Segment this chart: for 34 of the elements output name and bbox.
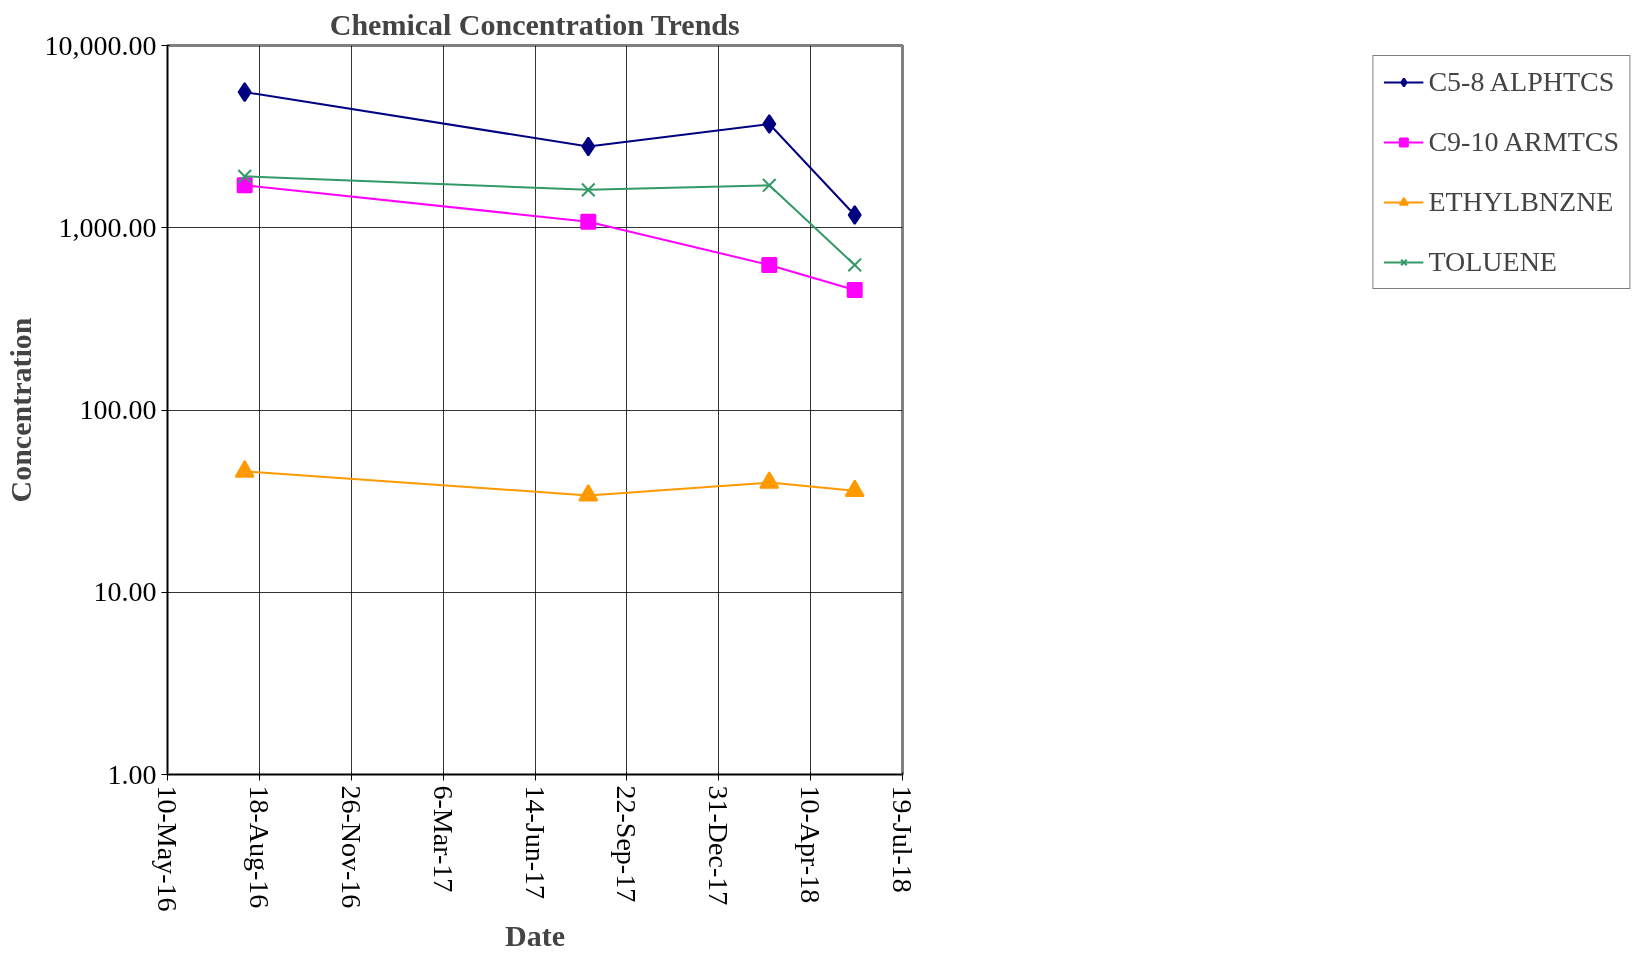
x-tick-label: 22-Sep-17 — [611, 785, 643, 903]
legend-label: C9-10 ARMTCS — [1428, 126, 1619, 158]
x-axis-title: Date — [505, 919, 565, 953]
y-tick-label: 10.00 — [93, 576, 157, 608]
point — [578, 484, 599, 502]
chart-title: Chemical Concentration Trends — [329, 7, 740, 41]
x-tick-label: 26-Nov-16 — [335, 785, 367, 909]
point — [759, 471, 780, 489]
point — [844, 479, 865, 498]
y-axis-title: Concentration — [3, 317, 37, 503]
y-tick-label: 10,000.00 — [44, 29, 157, 61]
y-tick-label: 100.00 — [79, 394, 157, 425]
x-tick-label: 14-Jun-17 — [519, 785, 551, 900]
point — [846, 282, 863, 299]
y-tick-label: 1,000.00 — [58, 211, 157, 243]
point — [761, 256, 778, 273]
point — [234, 460, 255, 478]
point — [581, 136, 596, 157]
point — [237, 168, 253, 184]
x-tick-label: 10-Apr-18 — [795, 785, 827, 904]
point — [237, 82, 252, 103]
x-tick-label: 31-Dec-17 — [703, 785, 735, 906]
x-tick-label: 19-Jul-18 — [887, 785, 918, 893]
x-tick-label: 6-Mar-17 — [427, 785, 459, 893]
legend-label: ETHYLBNZNE — [1428, 186, 1614, 218]
x-tick-label: 18-Aug-16 — [243, 785, 275, 909]
legend-label: TOLUENE — [1428, 246, 1557, 278]
point — [762, 113, 777, 134]
point — [847, 257, 863, 273]
point — [847, 204, 862, 225]
point — [761, 177, 777, 193]
legend-label: C5-8 ALPHTCS — [1428, 66, 1615, 98]
point — [580, 182, 596, 198]
point — [580, 213, 597, 230]
